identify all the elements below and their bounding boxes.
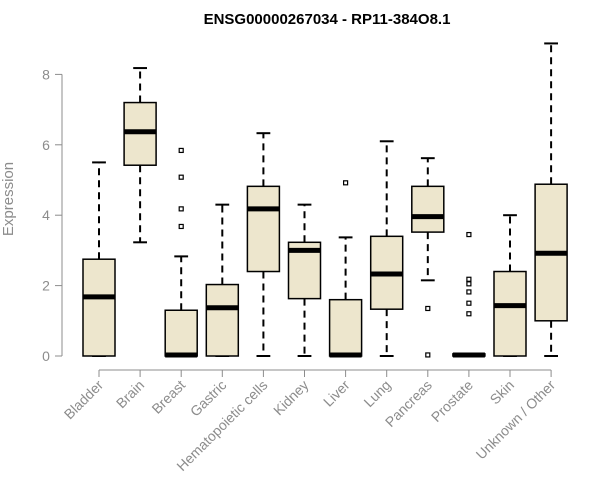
- iqr-box: [205, 283, 240, 357]
- iqr-box: [328, 298, 363, 357]
- chart-title: ENSG00000267034 - RP11-384O8.1: [204, 11, 451, 28]
- outlier-point: [178, 223, 184, 230]
- outlier-point: [466, 300, 472, 306]
- y-tick-label: 0: [42, 348, 50, 364]
- iqr-box: [164, 309, 198, 357]
- x-tick-label: Liver: [320, 377, 353, 410]
- outlier-point: [343, 180, 349, 186]
- plot-area: [82, 42, 568, 358]
- y-tick-label: 6: [42, 137, 50, 153]
- x-tick-label: Prostate: [428, 377, 476, 425]
- outlier-point: [178, 147, 184, 154]
- box-group: [534, 42, 568, 357]
- iqr-box: [411, 185, 445, 233]
- outlier-point: [178, 174, 184, 180]
- box-group: [164, 147, 198, 358]
- x-tick-label: Lung: [360, 377, 393, 410]
- iqr-box: [82, 258, 116, 357]
- box-group: [328, 180, 363, 358]
- box-group: [82, 161, 116, 357]
- outlier-point: [466, 276, 472, 282]
- y-axis-label: Expression: [0, 162, 17, 236]
- y-tick-label: 8: [42, 66, 50, 82]
- x-tick-label: Breast: [148, 377, 188, 417]
- box-group: [411, 157, 445, 358]
- outlier-point: [466, 231, 472, 238]
- box-group: [246, 132, 281, 357]
- box-group: [452, 231, 486, 358]
- box-group: [493, 214, 527, 357]
- iqr-box: [493, 270, 527, 357]
- y-tick-label: 2: [42, 278, 50, 294]
- outlier-point: [466, 289, 472, 295]
- outlier-point: [178, 206, 184, 212]
- box-group: [205, 203, 240, 357]
- outlier-point: [425, 305, 431, 312]
- outlier-point: [466, 311, 472, 317]
- x-tick-label: Bladder: [61, 377, 107, 423]
- outlier-point: [466, 281, 472, 287]
- x-tick-label: Brain: [113, 377, 147, 411]
- x-tick-label: Skin: [487, 377, 518, 408]
- y-tick-label: 4: [42, 207, 50, 223]
- box-group: [123, 67, 157, 244]
- box-group: [287, 203, 322, 357]
- iqr-box: [246, 185, 281, 273]
- x-tick-label: Kidney: [270, 377, 312, 419]
- outlier-point: [425, 352, 431, 358]
- box-group: [369, 140, 404, 357]
